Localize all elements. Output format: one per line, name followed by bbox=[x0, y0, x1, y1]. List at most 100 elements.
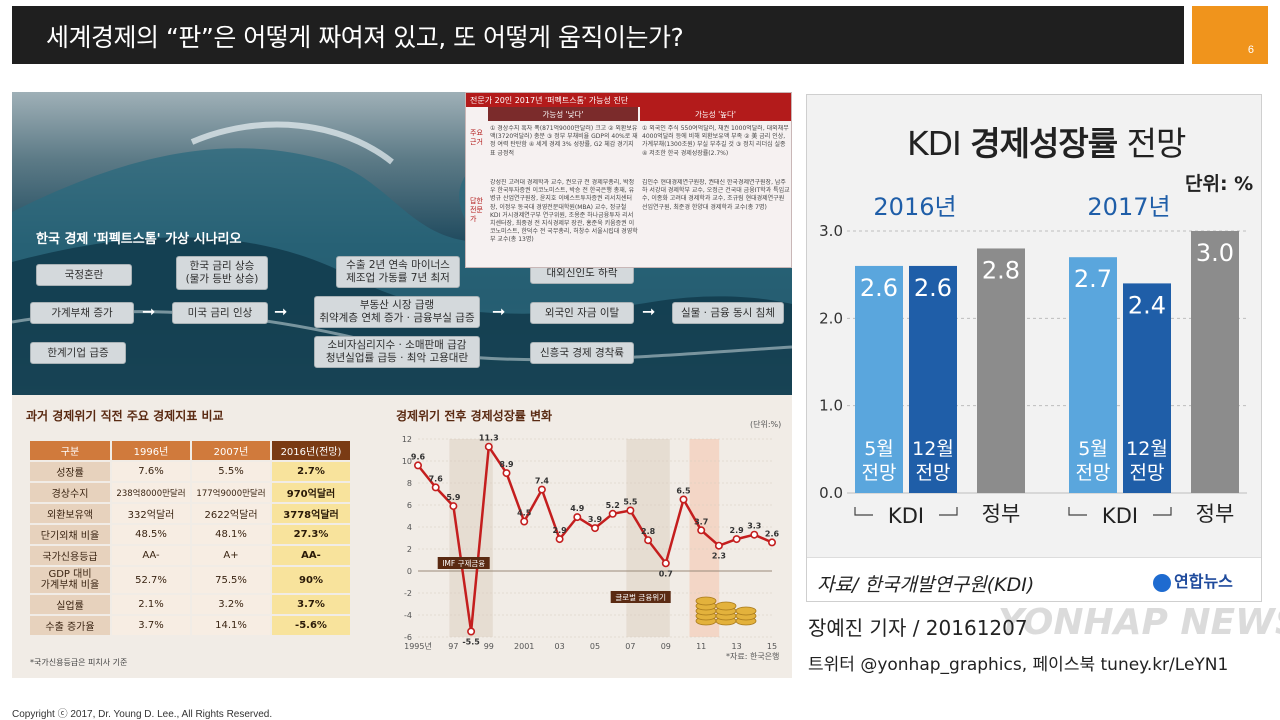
kdi-bar-value: 3.0 bbox=[1196, 239, 1234, 267]
growth-data-label: 5.5 bbox=[623, 498, 638, 507]
node-us-rate-hike: 미국 금리 인상 bbox=[172, 302, 268, 324]
indicator-cell: 177억9000만달러 bbox=[192, 483, 270, 502]
kdi-title-light: KDI bbox=[907, 124, 971, 163]
coin-icon bbox=[695, 596, 717, 606]
kdi-footer: 자료/ 한국개발연구원(KDI) 연합뉴스 bbox=[807, 557, 1261, 601]
kdi-bar-label: 전망 bbox=[1130, 462, 1165, 484]
y-tick-label: 10 bbox=[402, 457, 412, 466]
growth-point bbox=[431, 483, 440, 492]
node-exports-negative: 수출 2년 연속 마이너스 제조업 가동률 7년 최저 bbox=[336, 256, 460, 288]
growth-point bbox=[697, 526, 706, 535]
indicator-cell: 238억8000만달러 bbox=[112, 483, 190, 502]
table-row: 성장률 7.6% 5.5% 2.7% bbox=[30, 462, 350, 481]
growth-point bbox=[573, 513, 582, 522]
growth-data-label: 2.8 bbox=[641, 527, 656, 536]
indicator-header: 2007년 bbox=[192, 441, 270, 460]
node-emerging-landing: 신흥국 경제 경착륙 bbox=[530, 342, 634, 364]
kdi-title-bold: 경제성장률 bbox=[970, 124, 1118, 163]
growth-data-label: 8.9 bbox=[499, 460, 514, 469]
growth-chart-title: 경제위기 전후 경제성장률 변화 bbox=[396, 409, 553, 423]
growth-chart-unit: (단위:%) bbox=[750, 420, 782, 429]
gfc-annotation-box bbox=[610, 591, 671, 603]
kdi-bar bbox=[909, 265, 957, 493]
x-tick-label: 97 bbox=[448, 642, 458, 651]
slide-title: 세계경제의 “판”은 어떻게 짜여져 있고, 또 어떻게 움직이는가? bbox=[46, 23, 684, 52]
y-tick-label: -6 bbox=[404, 633, 412, 642]
verdict-title: 전문가 20인 2017년 '퍼펙트스톰' 가능성 진단 bbox=[466, 93, 791, 107]
coin-icon bbox=[715, 601, 737, 611]
indicator-cell: 332억달러 bbox=[112, 504, 190, 523]
group-year-label: 2017년 bbox=[1087, 193, 1170, 221]
arrow-4: ➞ bbox=[642, 302, 656, 321]
government-label: 정부 bbox=[982, 502, 1021, 526]
kdi-bar-label: 5월 bbox=[1078, 438, 1108, 460]
gfc-annotation: 글로벌 금융위기 bbox=[615, 592, 666, 602]
growth-data-label: 3.7 bbox=[694, 517, 708, 526]
kdi-bar-value: 2.6 bbox=[860, 274, 898, 302]
y-tick-label: 2.0 bbox=[819, 309, 843, 327]
kdi-title-tail: 전망 bbox=[1117, 124, 1187, 163]
indicator-cell: -5.6% bbox=[272, 616, 350, 635]
x-tick-label: 03 bbox=[555, 642, 565, 651]
y-tick-label: 2 bbox=[407, 545, 412, 554]
growth-point bbox=[679, 495, 688, 504]
verdict-col-low: 가능성 '낮다' bbox=[488, 107, 638, 121]
growth-data-label: 0.7 bbox=[659, 569, 673, 578]
title-bar: 세계경제의 “판”은 어떻게 짜여져 있고, 또 어떻게 움직이는가? bbox=[12, 6, 1184, 64]
imf-annotation: IMF 구제금융 bbox=[442, 559, 485, 568]
kdi-chart-title: KDI 경제성장률 전망 bbox=[907, 117, 1187, 165]
indicator-cell: 3.7% bbox=[112, 616, 190, 635]
y-tick-label: 1.0 bbox=[819, 397, 843, 415]
indicator-table-title: 과거 경제위기 직전 주요 경제지표 비교 bbox=[26, 409, 224, 423]
social-credit: 트위터 @yonhap_graphics, 페이스북 tuney.kr/LeYN… bbox=[808, 655, 1229, 675]
node-foreign-outflow: 외국인 자금 이탈 bbox=[530, 302, 634, 324]
imf-annotation-box bbox=[437, 557, 490, 569]
y-tick-label: 12 bbox=[402, 435, 412, 444]
kdi-bar-label: 전망 bbox=[862, 462, 897, 484]
growth-point bbox=[520, 517, 529, 526]
indicator-footnote: *국가신용등급은 피치사 기준 bbox=[30, 658, 128, 667]
government-label: 정부 bbox=[1196, 502, 1235, 526]
growth-point bbox=[467, 627, 476, 636]
indicator-header: 1996년 bbox=[112, 441, 190, 460]
kdi-bar-value: 2.7 bbox=[1074, 265, 1112, 293]
kdi-bar bbox=[977, 248, 1025, 493]
growth-point bbox=[767, 538, 776, 547]
kdi-bar-value: 2.6 bbox=[914, 274, 952, 302]
y-tick-label: 0 bbox=[407, 567, 412, 576]
growth-point bbox=[714, 541, 723, 550]
indicator-cell: 3.7% bbox=[272, 595, 350, 614]
page-number: 6 bbox=[1247, 44, 1254, 56]
growth-data-label: -5.5 bbox=[462, 638, 480, 647]
indicator-cell: 3.2% bbox=[192, 595, 270, 614]
growth-data-label: 3.9 bbox=[588, 515, 603, 524]
indicator-cell: 27.3% bbox=[272, 525, 350, 544]
y-tick-label: 4 bbox=[407, 523, 412, 532]
y-tick-label: 0.0 bbox=[819, 484, 843, 502]
table-row: 수출 증가율 3.7% 14.1% -5.6% bbox=[30, 616, 350, 635]
growth-point bbox=[608, 509, 617, 518]
table-row: 실업률 2.1% 3.2% 3.7% bbox=[30, 595, 350, 614]
growth-point bbox=[750, 530, 759, 539]
growth-point bbox=[626, 506, 635, 515]
verdict-low-experts: 강성진 고려대 경제학과 교수, 권오규 전 경제부총리, 박정우 한국투자증권… bbox=[490, 179, 638, 244]
scenario-title: 한국 경제 '퍼펙트스톰' 가상 시나리오 bbox=[36, 232, 242, 247]
kdi-bar-label: 전망 bbox=[1076, 462, 1111, 484]
perfect-storm-infographic: 한국 경제 '퍼펙트스톰' 가상 시나리오 국정혼란 가계부채 증가 한계기업 … bbox=[12, 92, 792, 678]
growth-data-label: 5.2 bbox=[606, 501, 620, 510]
verdict-row-reason: 주요 근거 bbox=[470, 129, 483, 146]
growth-data-label: 2.9 bbox=[553, 526, 568, 535]
growth-point bbox=[644, 536, 653, 545]
copyright-notice: Copyright ⓒ 2017, Dr. Young D. Lee., All… bbox=[12, 709, 273, 720]
kdi-bar bbox=[1191, 231, 1239, 493]
node-political-turmoil: 국정혼란 bbox=[36, 264, 132, 286]
verdict-high-experts: 김인수 현대경제연구원장, 권태신 한국경제연구원장, 남주하 서강대 경제학부… bbox=[642, 179, 790, 211]
kdi-chart-body: KDI 경제성장률 전망 단위: % 0.0 1.0 2.0 3.0 2016년 2.6 5… bbox=[807, 95, 1261, 557]
growth-point bbox=[413, 461, 422, 470]
growth-point bbox=[591, 524, 600, 533]
kdi-unit: 단위: % bbox=[1185, 173, 1254, 195]
y-tick-label: -2 bbox=[404, 589, 412, 598]
y-tick-label: -4 bbox=[404, 611, 412, 620]
node-marginal-firms: 한계기업 급증 bbox=[30, 342, 126, 364]
